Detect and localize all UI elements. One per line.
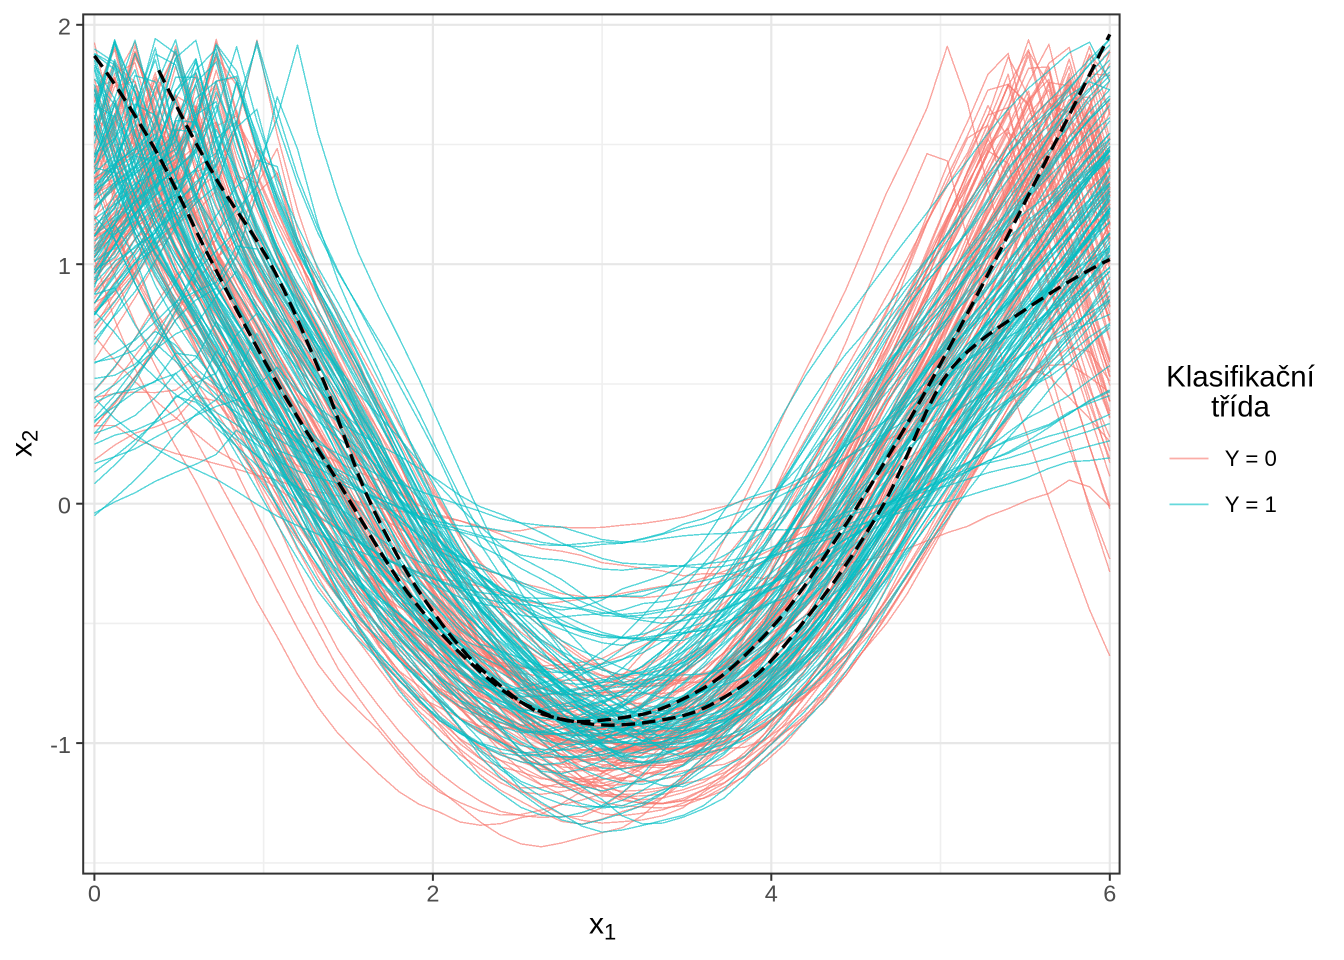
svg-text:1: 1 bbox=[58, 253, 71, 279]
svg-text:4: 4 bbox=[765, 881, 778, 907]
svg-text:2: 2 bbox=[426, 881, 439, 907]
svg-text:0: 0 bbox=[88, 881, 101, 907]
svg-text:třída: třída bbox=[1211, 391, 1270, 424]
svg-text:2: 2 bbox=[58, 14, 71, 40]
svg-text:6: 6 bbox=[1103, 881, 1116, 907]
svg-text:Klasifikační: Klasifikační bbox=[1166, 361, 1315, 394]
svg-text:-1: -1 bbox=[50, 732, 71, 758]
svg-text:Y = 0: Y = 0 bbox=[1225, 446, 1277, 471]
svg-text:Y = 1: Y = 1 bbox=[1225, 492, 1277, 517]
svg-text:0: 0 bbox=[58, 493, 71, 519]
